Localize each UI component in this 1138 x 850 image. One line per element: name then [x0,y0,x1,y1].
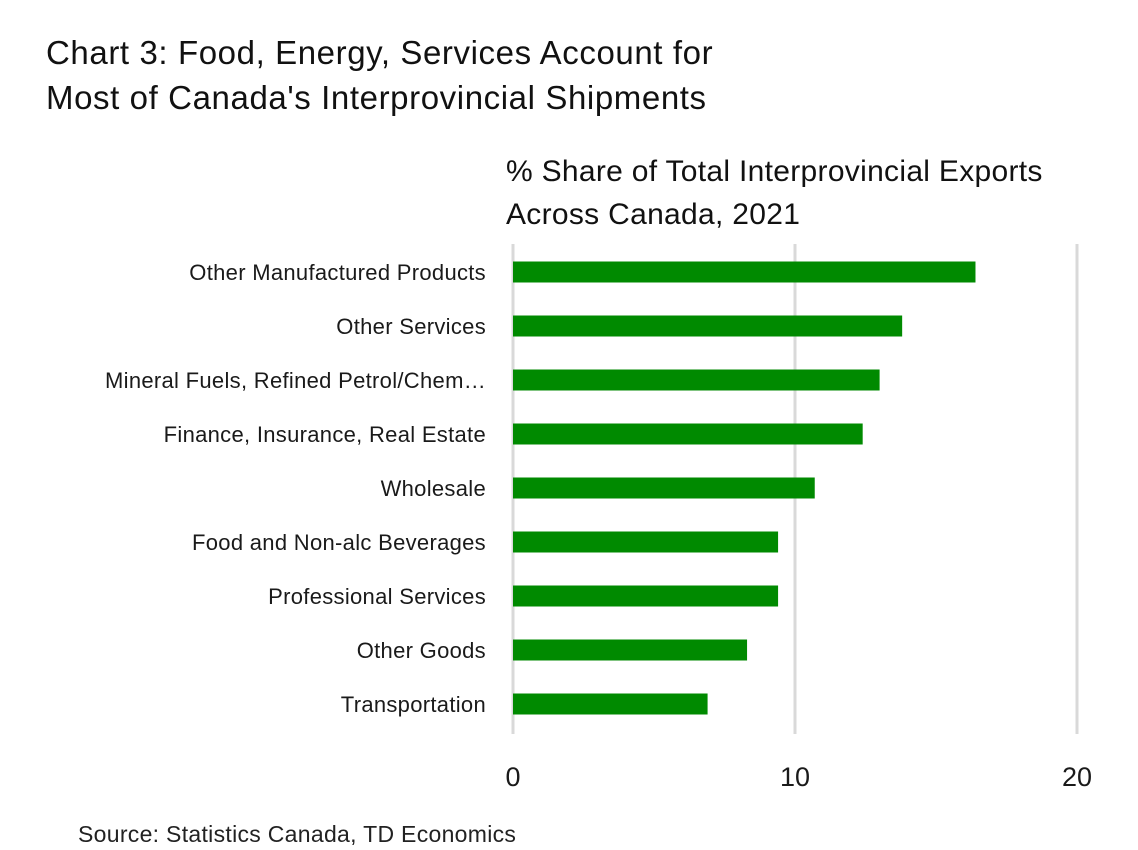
bar-9 [513,693,708,715]
chart-subtitle-line-1: % Share of Total Interprovincial Exports [506,155,1043,188]
chart-title: Chart 3: Food, Energy, Services Account … [46,30,1046,120]
category-label-9: Transportation [341,692,486,717]
chart-subtitle: % Share of Total Interprovincial Exports… [506,150,1126,236]
x-tick-label-10: 10 [780,762,810,792]
chart-title-line-1: Chart 3: Food, Energy, Services Account … [46,34,714,71]
x-tick-label-0: 0 [505,762,520,792]
bar-8 [513,639,748,661]
category-label-3: Mineral Fuels, Refined Petrol/Chem… [105,368,486,393]
category-label-6: Food and Non-alc Beverages [192,530,486,555]
category-label-2: Other Services [336,314,486,339]
x-tick-label-20: 20 [1062,762,1092,792]
chart-subtitle-line-2: Across Canada, 2021 [506,198,801,231]
category-label-8: Other Goods [357,638,486,663]
bar-6 [513,531,779,553]
bar-2 [513,315,903,337]
category-label-5: Wholesale [381,476,486,501]
bar-5 [513,477,815,499]
bar-7 [513,585,779,607]
source-note: Source: Statistics Canada, TD Economics [78,821,517,847]
category-label-1: Other Manufactured Products [189,260,486,285]
chart-title-line-2: Most of Canada's Interprovincial Shipmen… [46,79,707,116]
category-label-4: Finance, Insurance, Real Estate [164,422,486,447]
bar-4 [513,423,863,445]
bar-3 [513,369,880,391]
category-label-7: Professional Services [268,584,486,609]
bar-1 [513,261,976,283]
